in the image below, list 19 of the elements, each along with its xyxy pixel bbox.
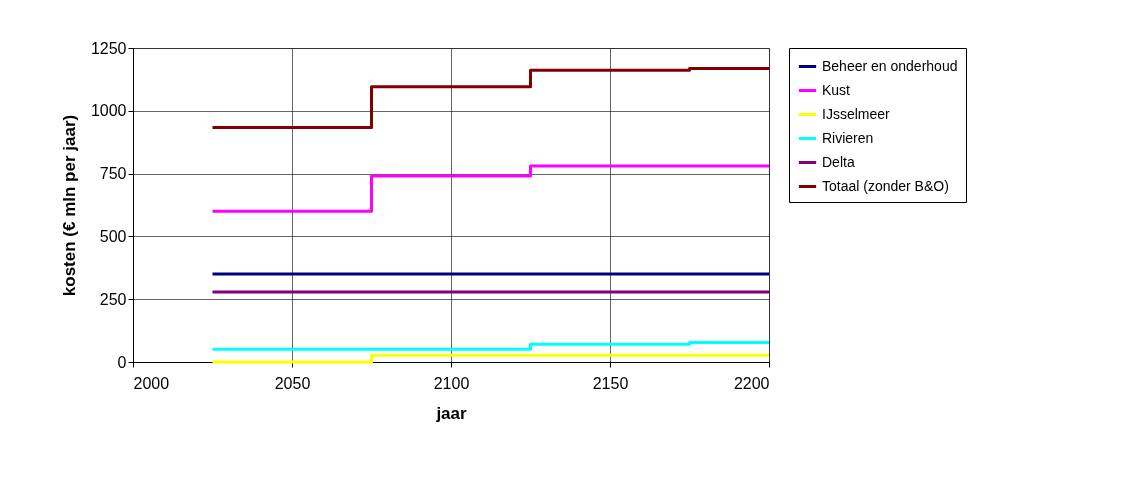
y-tick-label: 500 <box>99 227 127 245</box>
y-tick-label: 0 <box>117 353 127 371</box>
x-tick-label: 2200 <box>733 374 770 392</box>
legend-label: Delta <box>822 153 855 170</box>
legend-label: IJsselmeer <box>822 105 891 122</box>
y-tick-label: 1250 <box>90 39 127 57</box>
y-tick-label: 1000 <box>90 102 127 120</box>
x-axis-title: jaar <box>435 403 468 423</box>
y-tick-label: 750 <box>99 165 127 183</box>
legend-label: Totaal (zonder B&O) <box>822 177 949 194</box>
x-tick-label: 2100 <box>433 374 470 392</box>
y-axis-title: kosten (€ mln per jaar) <box>59 114 79 297</box>
legend-label: Beheer en onderhoud <box>822 57 958 74</box>
legend-label: Kust <box>822 81 851 98</box>
x-tick-label: 2150 <box>592 374 629 392</box>
legend-label: Rivieren <box>822 129 874 146</box>
x-tick-label: 2050 <box>274 374 311 392</box>
y-tick-label: 250 <box>99 290 127 308</box>
x-tick-label: 2000 <box>133 374 170 392</box>
